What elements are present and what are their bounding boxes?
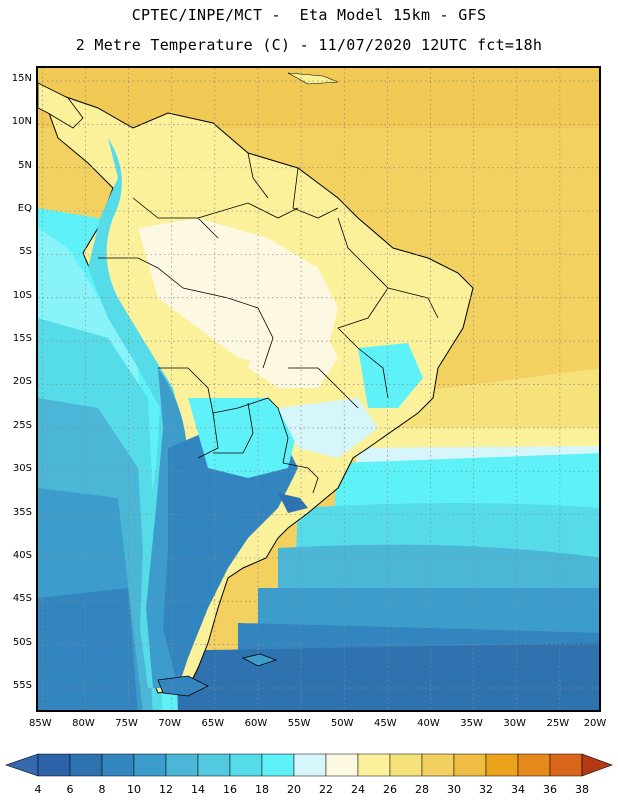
colorbar-tick-label: 18 bbox=[255, 783, 269, 796]
map-title: CPTEC/INPE/MCT - Eta Model 15km - GFS bbox=[131, 6, 487, 24]
longitude-label: 55W bbox=[287, 718, 311, 729]
colorbar-tick-label: 38 bbox=[575, 783, 589, 796]
latitude-label: 10N bbox=[11, 116, 32, 128]
colorbar-tick-label: 28 bbox=[415, 783, 429, 796]
latitude-label: 55S bbox=[12, 679, 32, 691]
rio-de-la-plata bbox=[278, 493, 308, 513]
pacific-band-8 bbox=[38, 588, 138, 710]
colorbar-tick-label: 30 bbox=[447, 783, 461, 796]
colorbar-swatch bbox=[229, 753, 263, 777]
southeast-brazil bbox=[278, 398, 378, 458]
latitude-label: 50S bbox=[12, 636, 32, 648]
colorbar-tick-label: 12 bbox=[159, 783, 173, 796]
temperature-map bbox=[36, 66, 601, 712]
longitude-label: 40W bbox=[417, 718, 440, 729]
minas-highlands bbox=[358, 343, 423, 408]
colorbar-swatch bbox=[101, 753, 135, 777]
longitude-label: 70W bbox=[158, 718, 181, 729]
longitude-label: 50W bbox=[330, 718, 354, 729]
longitude-label: 60W bbox=[244, 718, 268, 729]
colorbar-swatch bbox=[69, 753, 103, 777]
colorbar-swatch bbox=[517, 753, 551, 777]
latitude-label: 30S bbox=[12, 463, 32, 475]
colorbar-tick-label: 6 bbox=[67, 783, 74, 796]
colorbar-swatch bbox=[165, 753, 199, 777]
tierra-del-fuego bbox=[157, 675, 209, 697]
map-canvas bbox=[38, 68, 599, 710]
longitude-label: 20W bbox=[583, 718, 607, 729]
latitude-label: 15N bbox=[11, 73, 32, 84]
longitude-label: 25W bbox=[546, 718, 570, 729]
colorbar-swatch bbox=[549, 753, 583, 777]
latitude-label: EQ bbox=[17, 203, 32, 215]
colorbar-swatch bbox=[197, 753, 231, 777]
colorbar-swatch bbox=[325, 753, 359, 777]
latitude-label: 25S bbox=[12, 419, 32, 431]
colorbar-swatch bbox=[261, 753, 295, 777]
colorbar-swatch bbox=[389, 753, 423, 777]
colorbar-swatch bbox=[37, 753, 71, 777]
colorbar-tick-label: 20 bbox=[287, 783, 301, 796]
falkland-islands bbox=[241, 653, 278, 667]
latitude-label: 40S bbox=[12, 549, 32, 561]
latitude-label: 45S bbox=[12, 593, 32, 605]
colorbar-tick-label: 14 bbox=[191, 783, 205, 796]
longitude-label: 65W bbox=[201, 718, 225, 729]
latitude-label: 5S bbox=[19, 246, 32, 258]
colorbar-tick-label: 26 bbox=[383, 783, 397, 796]
colorbar-swatch bbox=[421, 753, 455, 777]
colorbar-swatch bbox=[293, 753, 327, 777]
latitude-label: 35S bbox=[12, 506, 32, 518]
longitude-label: 75W bbox=[115, 718, 138, 729]
latitude-label: 5N bbox=[18, 159, 32, 171]
colorbar-right-arrow bbox=[581, 753, 613, 777]
latitude-label: 20S bbox=[12, 376, 32, 388]
longitude-label: 30W bbox=[503, 718, 527, 729]
colorbar-tick-label: 34 bbox=[511, 783, 525, 796]
south-america bbox=[38, 72, 474, 697]
map-subtitle: 2 Metre Temperature (C) - 11/07/2020 12U… bbox=[75, 36, 543, 54]
chaco-region bbox=[188, 398, 298, 478]
latitude-label: 10S bbox=[12, 289, 32, 301]
latitude-label: 15S bbox=[12, 333, 32, 345]
colorbar-tick-label: 24 bbox=[351, 783, 365, 796]
central-america bbox=[38, 82, 84, 129]
colorbar-swatch bbox=[133, 753, 167, 777]
colorbar-swatch bbox=[485, 753, 519, 777]
colorbar-tick-label: 4 bbox=[35, 783, 42, 796]
country-borders bbox=[98, 152, 439, 494]
colorbar-tick-label: 36 bbox=[543, 783, 557, 796]
colorbar-tick-label: 16 bbox=[223, 783, 237, 796]
colorbar-tick-label: 22 bbox=[319, 783, 333, 796]
caribbean-island bbox=[287, 72, 339, 85]
colorbar-tick-label: 8 bbox=[99, 783, 106, 796]
longitude-label: 45W bbox=[374, 718, 397, 729]
colorbar-tick-label: 10 bbox=[127, 783, 141, 796]
patagonia-cold bbox=[163, 418, 298, 688]
colorbar-swatch bbox=[357, 753, 391, 777]
colorbar-swatch bbox=[453, 753, 487, 777]
longitude-label: 35W bbox=[460, 718, 483, 729]
longitude-label: 80W bbox=[72, 718, 95, 729]
colorbar-tick-label: 32 bbox=[479, 783, 493, 796]
longitude-label: 85W bbox=[29, 718, 52, 729]
colorbar-left-arrow bbox=[5, 753, 39, 777]
temperature-colorbar: 4 6 8 10 12 14 16 18 20 22 24 26 28 30 32 34 36 38 bbox=[5, 753, 613, 796]
